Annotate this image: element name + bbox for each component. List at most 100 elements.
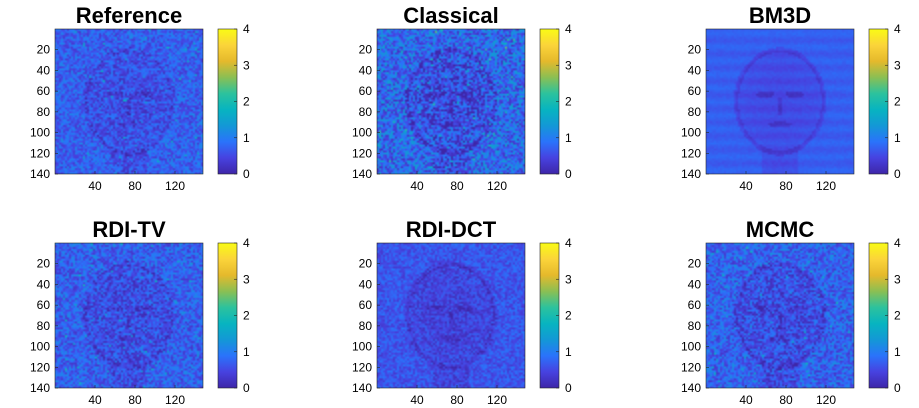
x-tick-label: 80 — [779, 179, 793, 193]
colorbar-tick-label: 1 — [243, 345, 250, 359]
panel-title: BM3D — [749, 3, 811, 28]
y-tick-label: 20 — [359, 257, 373, 271]
y-tick-label: 140 — [681, 167, 701, 181]
y-tick-label: 20 — [688, 257, 702, 271]
panel-title: RDI-DCT — [406, 217, 497, 242]
colorbar-tick-label: 0 — [894, 381, 901, 395]
colorbar-tick-label: 2 — [894, 95, 901, 109]
panel-rdi-tv: RDI-TV 20 40 60 80 100 120 140 40 80 120 0 1 2 3 4 — [30, 217, 250, 407]
y-tick-label: 100 — [681, 340, 701, 354]
colorbar-tick-label: 0 — [243, 381, 250, 395]
panel-bm3d: BM3D 20 40 60 80 100 120 140 40 80 120 0 1 2 3 4 — [681, 3, 901, 193]
y-tick-label: 80 — [359, 105, 373, 119]
y-tick-label: 120 — [352, 146, 372, 160]
heatmap-image — [377, 29, 525, 174]
colorbar-tick-label: 4 — [565, 236, 572, 250]
panel-classical: Classical 20 40 60 80 100 120 140 40 80 120 0 1 2 3 4 — [352, 3, 572, 193]
colorbar-tick-label: 3 — [894, 272, 901, 286]
x-tick-label: 40 — [739, 393, 753, 407]
y-tick-label: 140 — [30, 381, 50, 395]
y-tick-label: 100 — [352, 126, 372, 140]
colorbar-tick-label: 0 — [565, 167, 572, 181]
colorbar-tick-label: 4 — [894, 22, 901, 36]
x-tick-label: 120 — [816, 179, 836, 193]
heatmap-image — [706, 243, 854, 388]
y-tick-label: 80 — [37, 105, 51, 119]
y-tick-label: 80 — [359, 319, 373, 333]
colorbar-tick-label: 2 — [565, 309, 572, 323]
y-tick-label: 140 — [352, 381, 372, 395]
colorbar-tick-label: 2 — [243, 309, 250, 323]
colorbar-tick-label: 0 — [243, 167, 250, 181]
colorbar-tick-label: 3 — [565, 272, 572, 286]
y-tick-label: 120 — [681, 360, 701, 374]
plot-frame — [376, 28, 526, 175]
heatmap-image — [55, 29, 203, 174]
x-tick-label: 40 — [88, 179, 102, 193]
y-tick-label: 60 — [37, 84, 51, 98]
y-tick-label: 60 — [359, 298, 373, 312]
panel-title: Classical — [403, 3, 498, 28]
colorbar-tick-label: 3 — [243, 58, 250, 72]
y-tick-label: 120 — [352, 360, 372, 374]
x-tick-label: 120 — [487, 393, 507, 407]
colorbar-tick-label: 1 — [565, 131, 572, 145]
colorbar-tick-label: 4 — [894, 236, 901, 250]
colorbar-tick-label: 1 — [243, 131, 250, 145]
y-tick-label: 100 — [681, 126, 701, 140]
y-tick-label: 100 — [352, 340, 372, 354]
panel-mcmc: MCMC 20 40 60 80 100 120 140 40 80 120 0 1 2 3 4 — [681, 217, 901, 407]
y-tick-label: 80 — [37, 319, 51, 333]
x-tick-label: 80 — [128, 179, 142, 193]
y-tick-label: 40 — [688, 277, 702, 291]
y-tick-label: 120 — [30, 360, 50, 374]
colorbar-tick-label: 3 — [565, 58, 572, 72]
colorbar-tick-label: 4 — [565, 22, 572, 36]
y-tick-label: 100 — [30, 340, 50, 354]
colorbar-tick-label: 0 — [565, 381, 572, 395]
panel-title: RDI-TV — [92, 217, 166, 242]
y-tick-label: 20 — [688, 43, 702, 57]
x-tick-label: 120 — [165, 393, 185, 407]
y-tick-label: 140 — [30, 167, 50, 181]
y-tick-label: 100 — [30, 126, 50, 140]
y-tick-label: 60 — [688, 84, 702, 98]
colorbar-tick-label: 4 — [243, 22, 250, 36]
plot-frame — [376, 242, 526, 389]
colorbar-tick-label: 1 — [565, 345, 572, 359]
colorbar-tick-label: 4 — [243, 236, 250, 250]
y-tick-label: 60 — [688, 298, 702, 312]
y-tick-label: 80 — [688, 319, 702, 333]
plot-frame — [54, 28, 204, 175]
x-tick-label: 120 — [816, 393, 836, 407]
y-tick-label: 40 — [359, 277, 373, 291]
y-tick-label: 140 — [681, 381, 701, 395]
y-tick-label: 20 — [37, 257, 51, 271]
heatmap-image — [55, 243, 203, 388]
plot-frame — [705, 28, 855, 175]
y-tick-label: 60 — [37, 298, 51, 312]
y-tick-label: 140 — [352, 167, 372, 181]
panel-reference: Reference 20 40 60 80 100 120 140 40 80 120 0 1 2 3 4 — [30, 3, 250, 193]
x-tick-label: 40 — [410, 393, 424, 407]
x-tick-label: 80 — [450, 179, 464, 193]
colorbar-tick-label: 1 — [894, 345, 901, 359]
heatmap-image — [706, 29, 854, 174]
colorbar-tick-label: 1 — [894, 131, 901, 145]
x-tick-label: 120 — [165, 179, 185, 193]
panel-rdi-dct: RDI-DCT 20 40 60 80 100 120 140 40 80 120 0 1 2 3 4 — [352, 217, 572, 407]
colorbar-tick-label: 3 — [894, 58, 901, 72]
colorbar-tick-label: 0 — [894, 167, 901, 181]
y-tick-label: 120 — [681, 146, 701, 160]
y-tick-label: 40 — [359, 63, 373, 77]
x-tick-label: 40 — [739, 179, 753, 193]
panel-title: MCMC — [746, 217, 815, 242]
panel-title: Reference — [76, 3, 182, 28]
x-tick-label: 80 — [450, 393, 464, 407]
plot-frame — [54, 242, 204, 389]
y-tick-label: 40 — [37, 63, 51, 77]
x-tick-label: 120 — [487, 179, 507, 193]
y-tick-label: 80 — [688, 105, 702, 119]
